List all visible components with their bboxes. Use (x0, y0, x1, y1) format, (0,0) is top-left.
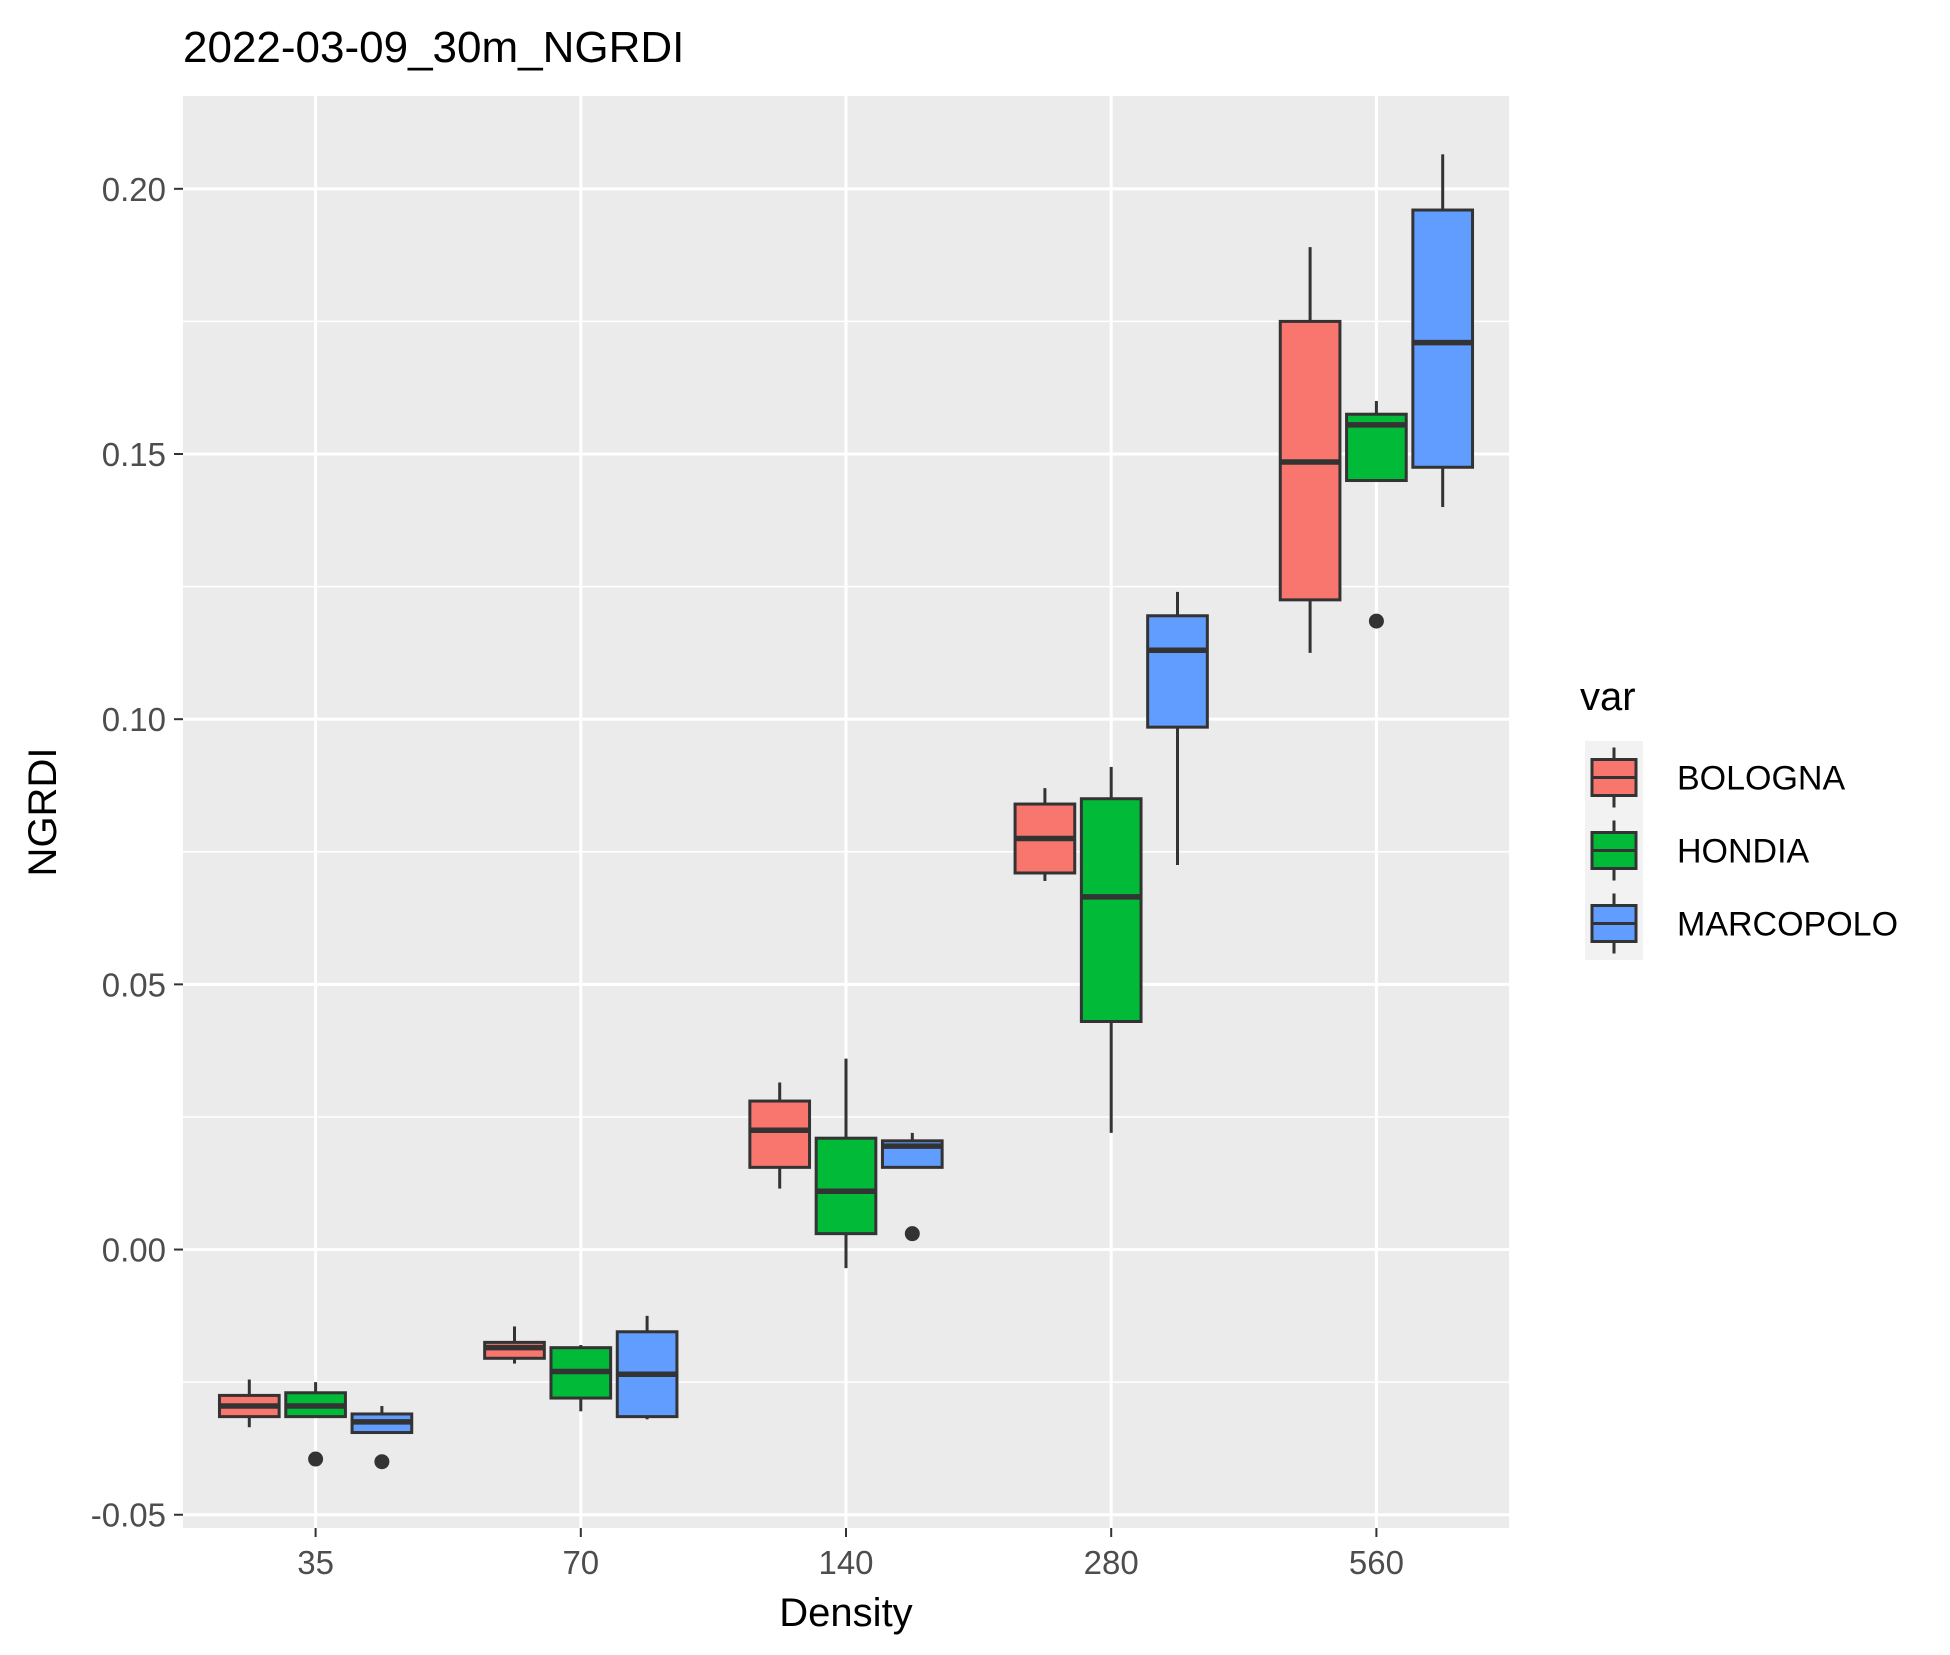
outlier-point (904, 1226, 920, 1242)
y-axis-title: NGRDI (21, 748, 65, 877)
box-hondia-70 (549, 1345, 613, 1412)
box-bologna-280 (1013, 788, 1077, 881)
box-layer (217, 154, 1475, 1470)
box-hondia-140 (814, 1058, 878, 1269)
chart-title: 2022-03-09_30m_NGRDI (183, 23, 684, 72)
x-tick-label: 140 (818, 1544, 873, 1581)
box-body (1146, 614, 1209, 729)
y-tick-label: 0.20 (102, 171, 166, 208)
box-hondia-280 (1079, 766, 1143, 1133)
box-bologna-35 (217, 1379, 281, 1428)
box-marcopolo-70 (615, 1315, 679, 1420)
x-tick-label: 280 (1084, 1544, 1139, 1581)
y-tick-label: -0.05 (91, 1497, 166, 1534)
x-tick-label: 70 (562, 1544, 599, 1581)
legend-item-marcopolo: MARCOPOLO (1590, 893, 1898, 954)
box-body (1079, 797, 1143, 1023)
outlier-point (308, 1451, 324, 1467)
box-hondia-35 (284, 1382, 347, 1467)
box-marcopolo-35 (350, 1406, 414, 1470)
legend-title: var (1580, 675, 1636, 719)
legend-label: MARCOPOLO (1677, 906, 1898, 944)
x-axis-title: Density (779, 1591, 912, 1635)
legend-item-hondia: HONDIA (1590, 820, 1810, 881)
box-bologna-70 (483, 1326, 546, 1364)
box-marcopolo-140 (880, 1132, 944, 1242)
box-marcopolo-280 (1146, 591, 1209, 866)
box-body (1411, 208, 1475, 469)
outlier-point (1368, 613, 1384, 629)
x-tick-label: 560 (1349, 1544, 1404, 1581)
y-tick-label: 0.05 (102, 966, 166, 1003)
box-bologna-560 (1278, 247, 1342, 653)
outlier-point (374, 1454, 390, 1470)
legend: var BOLOGNA HONDIA MARCOPOLO (1580, 675, 1898, 960)
box-bologna-140 (748, 1082, 812, 1189)
box-hondia-560 (1345, 400, 1408, 629)
y-tick-label: 0.00 (102, 1232, 166, 1269)
box-body (748, 1099, 812, 1169)
legend-label: HONDIA (1677, 833, 1810, 871)
y-tick-label: 0.10 (102, 701, 166, 738)
box-body (814, 1136, 878, 1236)
legend-item-bologna: BOLOGNA (1590, 747, 1845, 808)
box-marcopolo-560 (1411, 154, 1475, 508)
y-tick-label: 0.15 (102, 436, 166, 473)
x-tick-label: 35 (297, 1544, 334, 1581)
axes: -0.05 0.00 0.05 0.10 0.15 0.20 35 70 140 280 560 (91, 171, 1404, 1581)
legend-label: BOLOGNA (1677, 760, 1845, 798)
